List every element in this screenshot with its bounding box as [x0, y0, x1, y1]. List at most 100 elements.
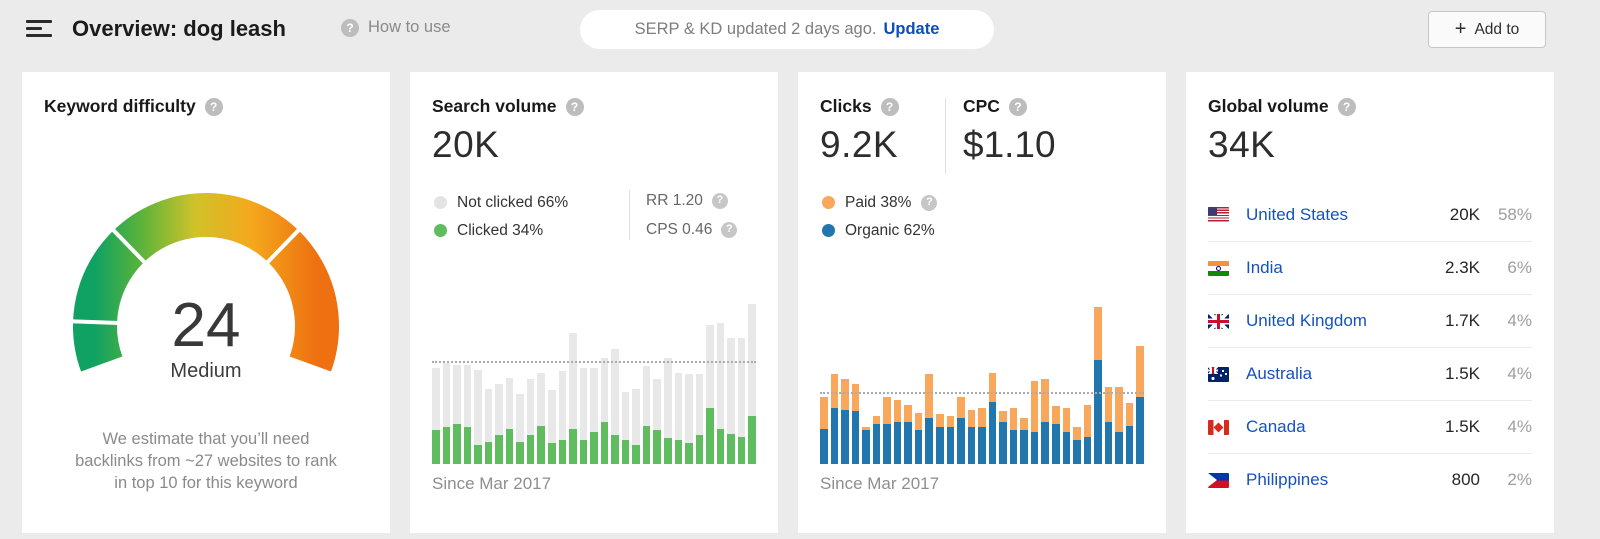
clicked-segment	[526, 435, 535, 464]
country-share: 4%	[1507, 311, 1532, 330]
chart-bar	[1094, 307, 1102, 464]
chart-bar	[883, 396, 891, 464]
chart-bar	[621, 392, 630, 464]
not-clicked-segment	[727, 337, 735, 434]
not-clicked-segment	[484, 388, 493, 442]
chart-bar	[820, 396, 828, 464]
help-icon[interactable]: ?	[721, 221, 738, 238]
help-icon[interactable]: ?	[1008, 97, 1027, 116]
chart-bar	[674, 372, 683, 464]
cps-stat: CPS 0.46 ?	[646, 219, 738, 240]
chart-bar	[1125, 403, 1134, 464]
chart-bar	[558, 371, 567, 464]
not-clicked-segment	[716, 323, 725, 429]
not-clicked-segment	[442, 363, 451, 428]
chart-bar	[548, 390, 556, 464]
not-clicked-segment	[642, 366, 651, 426]
organic-segment	[1083, 436, 1092, 464]
search-volume-stats: RR 1.20 ? CPS 0.46 ?	[629, 190, 738, 240]
cpc-title-label: CPC	[963, 96, 1000, 116]
paid-segment	[1115, 387, 1123, 432]
country-row: Canada 1.5K 4%	[1208, 400, 1532, 453]
paid-segment	[1125, 403, 1134, 426]
country-row: Australia 1.5K 4%	[1208, 347, 1532, 400]
clicked-segment	[463, 427, 472, 464]
update-link[interactable]: Update	[883, 20, 940, 38]
help-icon[interactable]: ?	[711, 192, 728, 209]
paid-segment	[904, 404, 912, 423]
not-clicked-segment	[674, 372, 683, 440]
paid-segment	[967, 409, 976, 428]
how-to-use-label[interactable]: How to use	[368, 18, 451, 36]
clicked-segment	[695, 435, 704, 464]
paid-segment	[883, 396, 891, 424]
organic-segment	[893, 422, 902, 464]
legend-label: Not clicked 66%	[457, 193, 569, 211]
country-volume: 1.5K	[1445, 417, 1480, 436]
paid-segment	[914, 412, 923, 431]
not-clicked-segment	[695, 374, 704, 436]
organic-segment	[830, 408, 839, 464]
country-link[interactable]: India	[1246, 258, 1283, 277]
difficulty-note: We estimate that you’ll need backlinks f…	[22, 428, 390, 494]
paid-segment	[872, 416, 881, 424]
not-clicked-segment	[664, 358, 672, 439]
chart-bar	[1073, 427, 1081, 464]
chart-bar	[862, 427, 870, 464]
clicked-segment	[558, 440, 567, 464]
organic-segment	[1009, 430, 1018, 464]
difficulty-score: 24	[171, 291, 241, 360]
metric-cards: Keyword difficulty ? 24 Medium We estima…	[22, 72, 1554, 533]
country-link[interactable]: Canada	[1246, 417, 1306, 436]
clicked-dot-icon	[434, 224, 447, 237]
clicked-segment	[442, 427, 451, 464]
country-link[interactable]: United States	[1246, 204, 1349, 224]
since-label: Since Mar 2017	[820, 474, 940, 493]
chart-bar	[611, 348, 619, 464]
clicked-segment	[748, 416, 756, 464]
chart-bar	[872, 416, 881, 464]
clicked-segment	[495, 435, 503, 464]
help-icon[interactable]: ?	[341, 18, 359, 37]
chart-bar	[695, 374, 704, 464]
paid-segment	[1073, 427, 1081, 440]
clicked-segment	[737, 436, 746, 464]
legend-item: Paid 38% ?	[822, 192, 938, 213]
australia-flag-icon	[1208, 366, 1229, 382]
add-to-button[interactable]: + Add to	[1428, 11, 1546, 48]
help-icon[interactable]: ?	[565, 97, 584, 116]
paid-segment	[957, 396, 965, 418]
country-share: 4%	[1507, 417, 1532, 436]
card-title: Global volume ?	[1208, 96, 1356, 117]
cpc-value: $1.10	[963, 124, 1056, 165]
organic-segment	[946, 427, 955, 464]
help-icon[interactable]: ?	[880, 97, 899, 116]
chart-bar	[893, 400, 902, 464]
paid-segment	[1030, 380, 1039, 432]
rr-label: RR 1.20	[646, 191, 703, 209]
paid-segment	[893, 400, 902, 423]
not-clicked-segment	[537, 372, 546, 426]
help-icon[interactable]: ?	[1337, 97, 1356, 116]
not-clicked-segment	[621, 392, 630, 440]
menu-icon[interactable]	[26, 20, 52, 40]
organic-segment	[862, 430, 870, 464]
chart-bar	[999, 411, 1007, 464]
chart-bar	[1136, 345, 1144, 464]
country-row: Philippines 800 2%	[1208, 453, 1532, 506]
country-link[interactable]: Australia	[1246, 364, 1313, 383]
not-clicked-segment	[579, 368, 588, 440]
organic-segment	[1115, 432, 1123, 464]
paid-segment	[862, 427, 870, 431]
not-clicked-segment	[474, 369, 482, 445]
help-icon[interactable]: ?	[921, 194, 938, 211]
organic-segment	[883, 424, 891, 464]
help-icon[interactable]: ?	[204, 97, 223, 116]
country-link[interactable]: United Kingdom	[1246, 311, 1367, 330]
country-link[interactable]: Philippines	[1246, 470, 1329, 489]
chart-bar	[706, 324, 714, 464]
search-volume-title: Search volume	[432, 96, 557, 116]
clicked-segment	[653, 430, 662, 464]
legend-item: Clicked 34%	[434, 220, 568, 241]
not-clicked-segment	[526, 379, 535, 436]
